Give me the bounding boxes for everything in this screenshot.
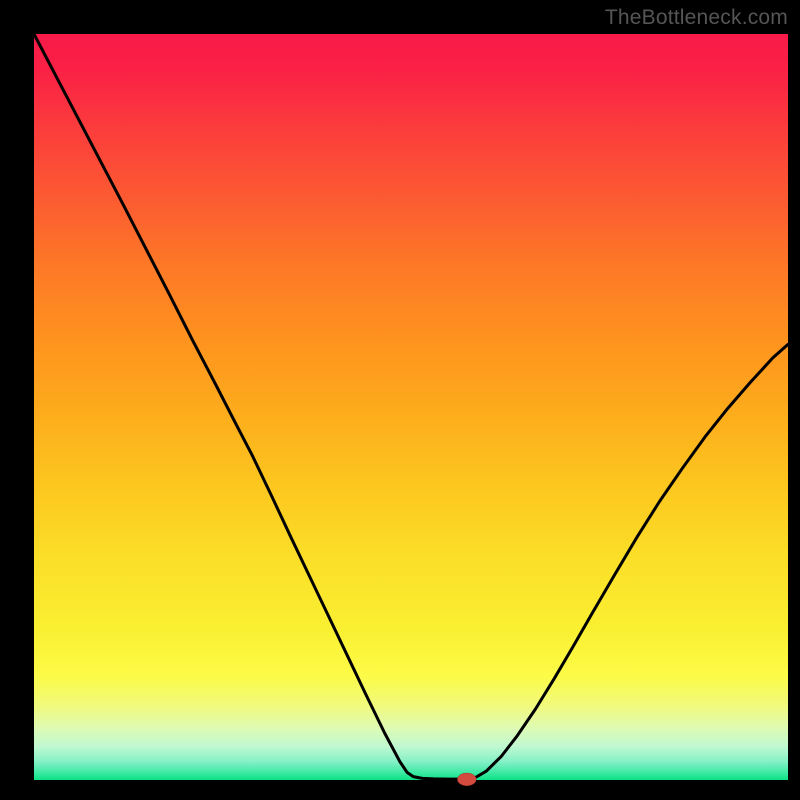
bottleneck-curve-chart bbox=[0, 0, 800, 800]
chart-container bbox=[0, 0, 800, 800]
watermark-text: TheBottleneck.com bbox=[605, 6, 788, 30]
optimum-marker bbox=[457, 773, 476, 786]
plot-area bbox=[34, 34, 788, 780]
